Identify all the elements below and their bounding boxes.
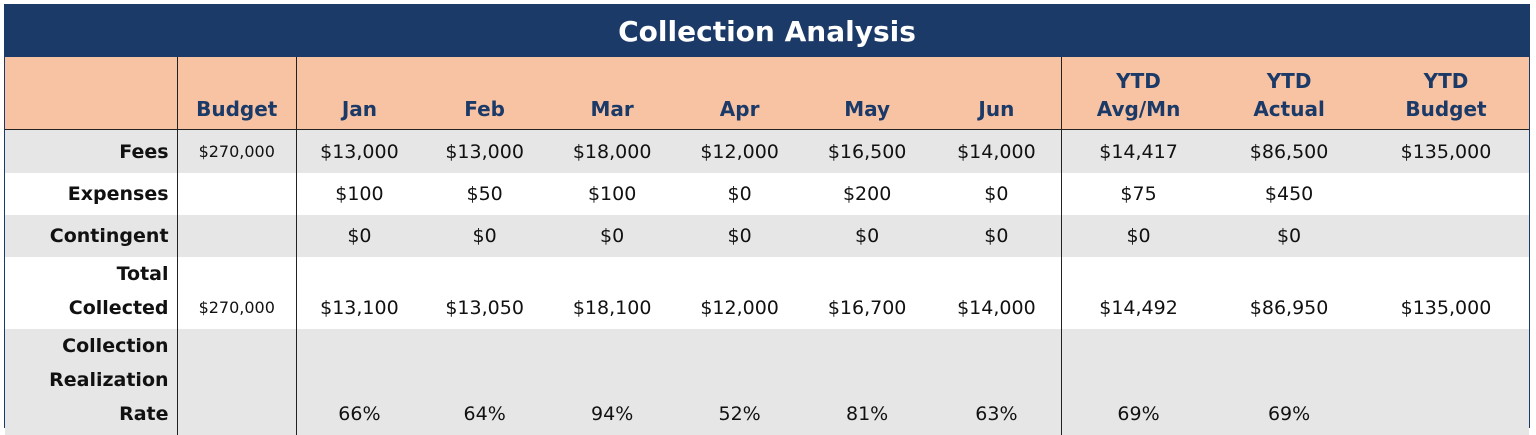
row-label-line: Collection (62, 335, 169, 357)
header-budget: Budget (177, 57, 297, 129)
ytd-avg-cell: $14,417 (1061, 128, 1216, 173)
header-ytd-avg: YTD Avg/Mn (1061, 57, 1216, 129)
header-row: Budget Jan Feb Mar Apr May Jun YTD Avg/M… (5, 57, 1529, 129)
table-row-total-collected: Total Collected $270,000 $13,100 $13,050… (5, 257, 1529, 329)
ytd-actual-cell: $86,500 (1215, 128, 1363, 173)
month-cell: $13,000 (296, 128, 422, 173)
header-label-cell (5, 57, 178, 129)
ytd-avg-cell: 69% (1061, 329, 1216, 435)
month-cell: $13,050 (421, 257, 548, 329)
ytd-avg-cell: $14,492 (1061, 257, 1216, 329)
budget-cell (177, 215, 297, 257)
table-row-contingent: Contingent $0 $0 $0 $0 $0 $0 $0 $0 (5, 215, 1529, 257)
row-label: Expenses (5, 173, 178, 215)
header-month: Feb (421, 57, 548, 129)
month-cell: $18,000 (547, 128, 677, 173)
row-label-line: Realization (49, 369, 169, 391)
month-cell: $13,000 (421, 128, 548, 173)
month-cell: $100 (547, 173, 677, 215)
budget-cell: $270,000 (177, 257, 297, 329)
month-cell: $18,100 (547, 257, 677, 329)
month-cell: $0 (547, 215, 677, 257)
month-cell: $14,000 (931, 257, 1062, 329)
month-cell: $16,500 (802, 128, 932, 173)
ytd-budget-cell (1362, 329, 1529, 435)
month-cell: $100 (296, 173, 422, 215)
header-month: May (802, 57, 932, 129)
budget-cell: $270,000 (177, 128, 297, 173)
month-cell: $0 (421, 215, 548, 257)
ytd-actual-cell: $0 (1215, 215, 1363, 257)
header-ytd-actual: YTD Actual (1215, 57, 1363, 129)
header-month: Jun (931, 57, 1062, 129)
row-label: Collection Realization Rate (5, 329, 178, 435)
row-label-line: Rate (119, 403, 169, 425)
month-cell: $0 (802, 215, 932, 257)
month-cell: 52% (676, 329, 803, 435)
ytd-actual-cell: $450 (1215, 173, 1363, 215)
month-cell: 64% (421, 329, 548, 435)
ytd-avg-cell: $75 (1061, 173, 1216, 215)
month-cell: $12,000 (676, 128, 803, 173)
month-cell: $0 (296, 215, 422, 257)
row-label: Total Collected (5, 257, 178, 329)
header-ytd-budget-line2: Budget (1405, 96, 1487, 121)
header-month: Jan (296, 57, 422, 129)
table-title: Collection Analysis (5, 5, 1529, 57)
row-label: Fees (5, 128, 178, 173)
ytd-budget-cell (1362, 173, 1529, 215)
budget-cell (177, 173, 297, 215)
month-cell: $0 (931, 215, 1062, 257)
row-label: Contingent (5, 215, 178, 257)
collection-analysis-table: Collection Analysis Budget Jan Feb Mar A… (4, 4, 1530, 435)
row-label-line: Total (116, 263, 169, 285)
header-ytd-avg-line2: Avg/Mn (1096, 96, 1181, 121)
month-cell: $0 (676, 215, 803, 257)
ytd-actual-cell: 69% (1215, 329, 1363, 435)
month-cell: $14,000 (931, 128, 1062, 173)
table-row-expenses: Expenses $100 $50 $100 $0 $200 $0 $75 $4… (5, 173, 1529, 215)
month-cell: 81% (802, 329, 932, 435)
month-cell: 63% (931, 329, 1062, 435)
table-row-realization-rate: Collection Realization Rate 66% 64% 94% … (5, 329, 1529, 435)
data-grid: Budget Jan Feb Mar Apr May Jun YTD Avg/M… (5, 57, 1529, 435)
budget-cell (177, 329, 297, 435)
month-cell: 94% (547, 329, 677, 435)
month-cell: $12,000 (676, 257, 803, 329)
month-cell: $0 (676, 173, 803, 215)
month-cell: 66% (296, 329, 422, 435)
month-cell: $200 (802, 173, 932, 215)
header-month: Apr (676, 57, 803, 129)
month-cell: $13,100 (296, 257, 422, 329)
month-cell: $0 (931, 173, 1062, 215)
month-cell: $50 (421, 173, 548, 215)
ytd-avg-cell: $0 (1061, 215, 1216, 257)
header-ytd-avg-line1: YTD (1116, 68, 1161, 93)
ytd-budget-cell: $135,000 (1362, 128, 1529, 173)
header-month: Mar (547, 57, 677, 129)
ytd-budget-cell: $135,000 (1362, 257, 1529, 329)
ytd-actual-cell: $86,950 (1215, 257, 1363, 329)
table-row-fees: Fees $270,000 $13,000 $13,000 $18,000 $1… (5, 128, 1529, 173)
ytd-budget-cell (1362, 215, 1529, 257)
header-ytd-actual-line1: YTD (1266, 68, 1312, 93)
row-label-line: Collected (68, 297, 169, 319)
month-cell: $16,700 (802, 257, 932, 329)
header-ytd-actual-line2: Actual (1253, 96, 1325, 121)
header-ytd-budget-line1: YTD (1423, 68, 1469, 93)
header-ytd-budget: YTD Budget (1362, 57, 1529, 129)
